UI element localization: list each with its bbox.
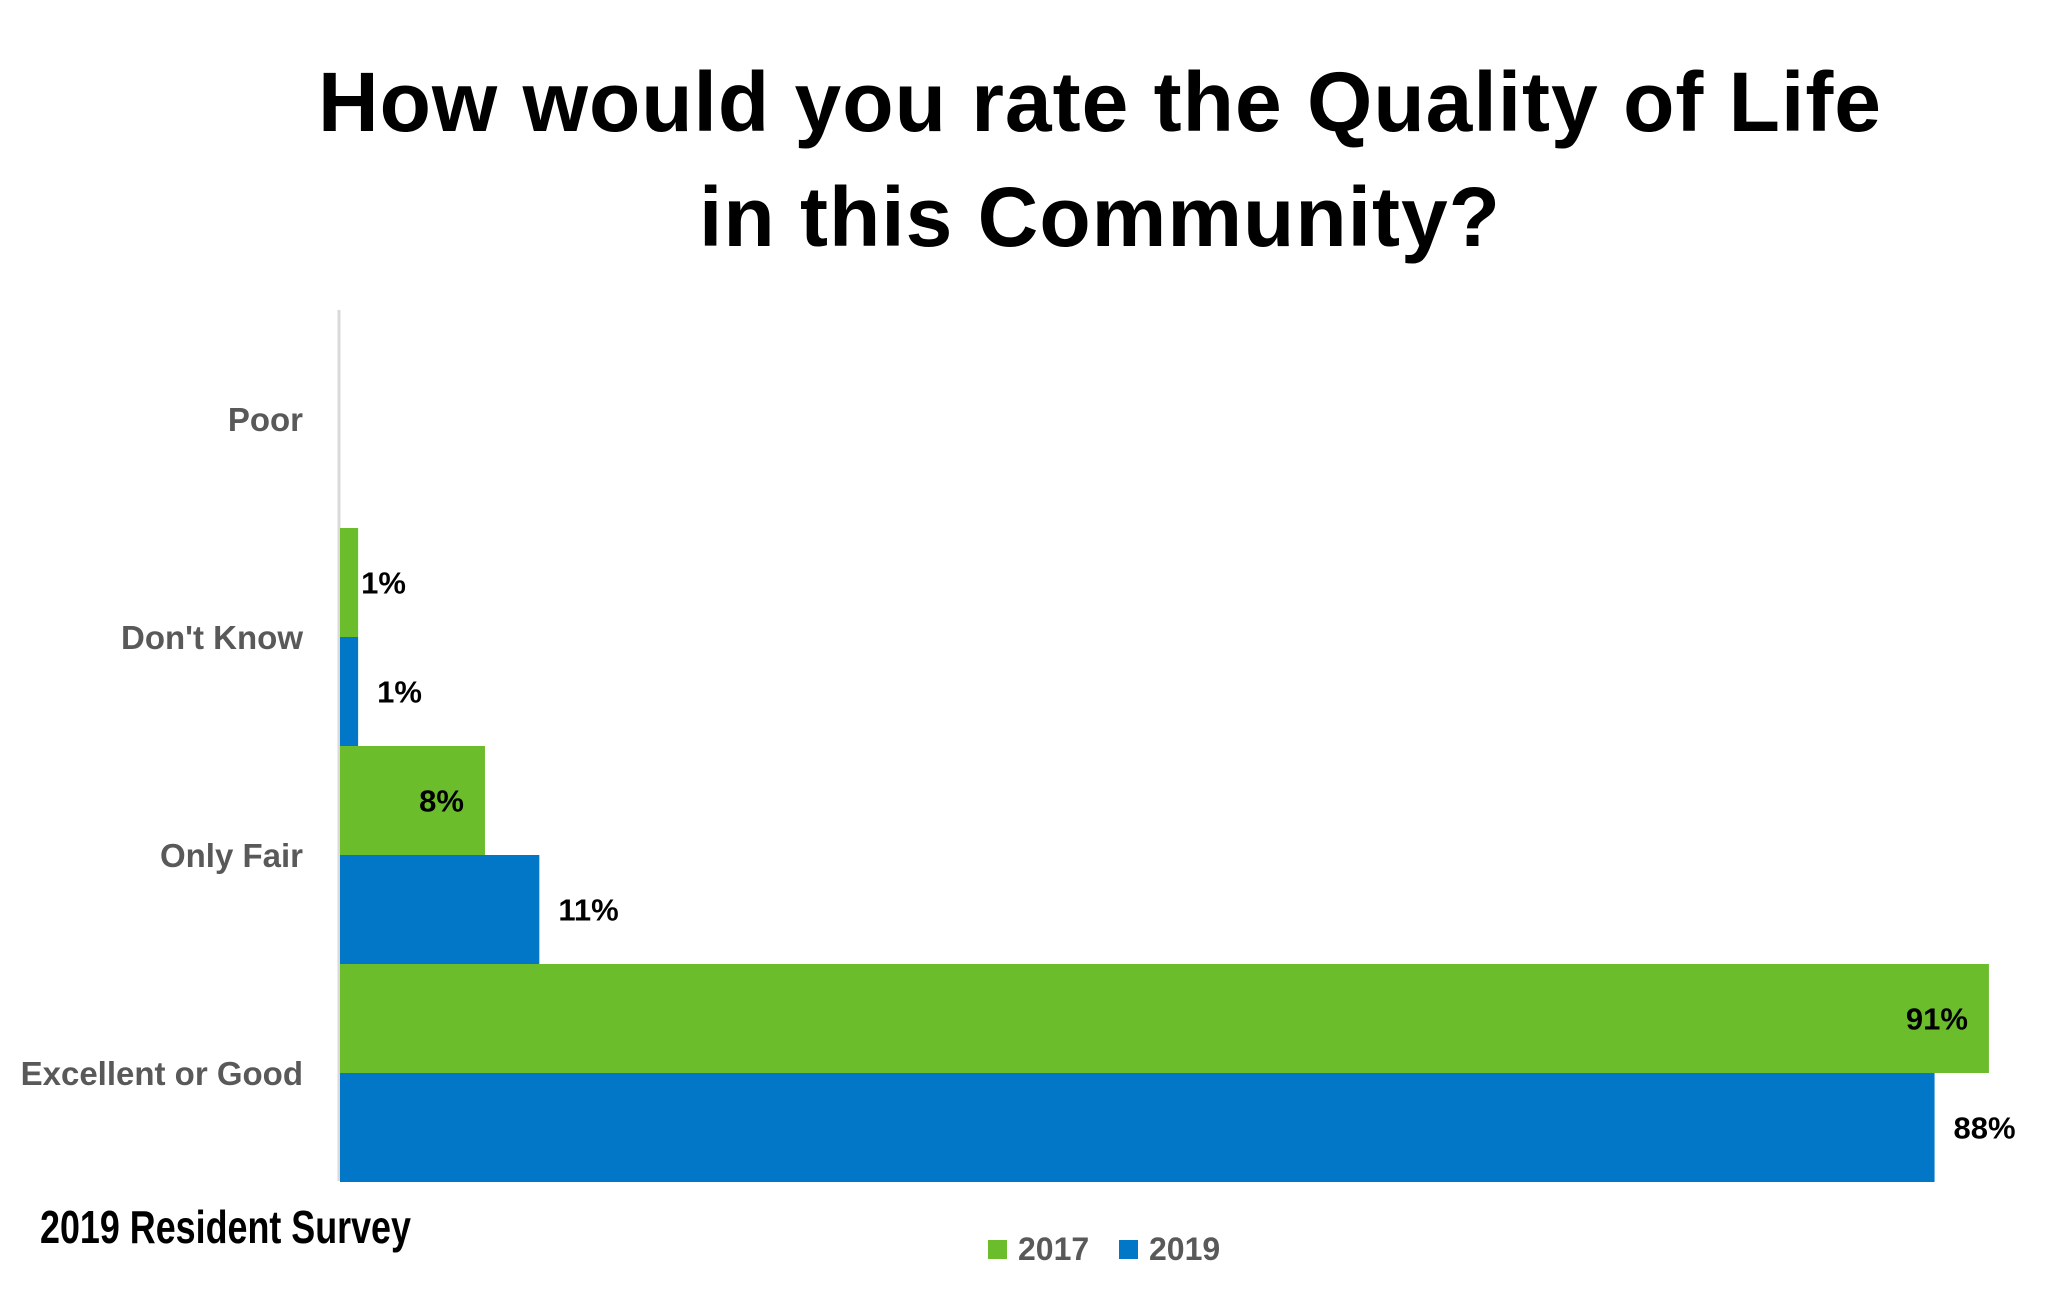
- data-label: 1%: [361, 566, 406, 601]
- legend-swatch-2019: [1119, 1240, 1138, 1259]
- bar-2017: [340, 528, 359, 637]
- chart-title: How would you rate the Quality of Life i…: [0, 45, 2048, 275]
- category-label: Only Fair: [160, 837, 303, 874]
- data-label: 11%: [558, 893, 618, 928]
- category-label: Excellent or Good: [21, 1055, 303, 1092]
- bar-2019: [340, 637, 359, 746]
- data-label: 1%: [377, 675, 422, 710]
- bar-2017: [340, 964, 1989, 1073]
- chart-title-line-2: in this Community?: [699, 170, 1501, 264]
- category-label: Poor: [228, 401, 303, 438]
- footer-survey-label: 2019 Resident Survey: [40, 1201, 411, 1253]
- legend-label: 2019: [1149, 1231, 1220, 1267]
- data-label: 8%: [419, 784, 464, 819]
- legend-label: 2017: [1018, 1231, 1089, 1267]
- data-label: 88%: [1954, 1111, 2016, 1146]
- data-label: 91%: [1906, 1002, 1968, 1037]
- bar-2019: [340, 855, 540, 964]
- chart-title-line-1: How would you rate the Quality of Life: [317, 55, 1883, 149]
- category-label: Don't Know: [121, 619, 303, 656]
- bar-2019: [340, 1073, 1935, 1182]
- bar-2017: [340, 746, 485, 855]
- legend-swatch-2017: [988, 1240, 1007, 1259]
